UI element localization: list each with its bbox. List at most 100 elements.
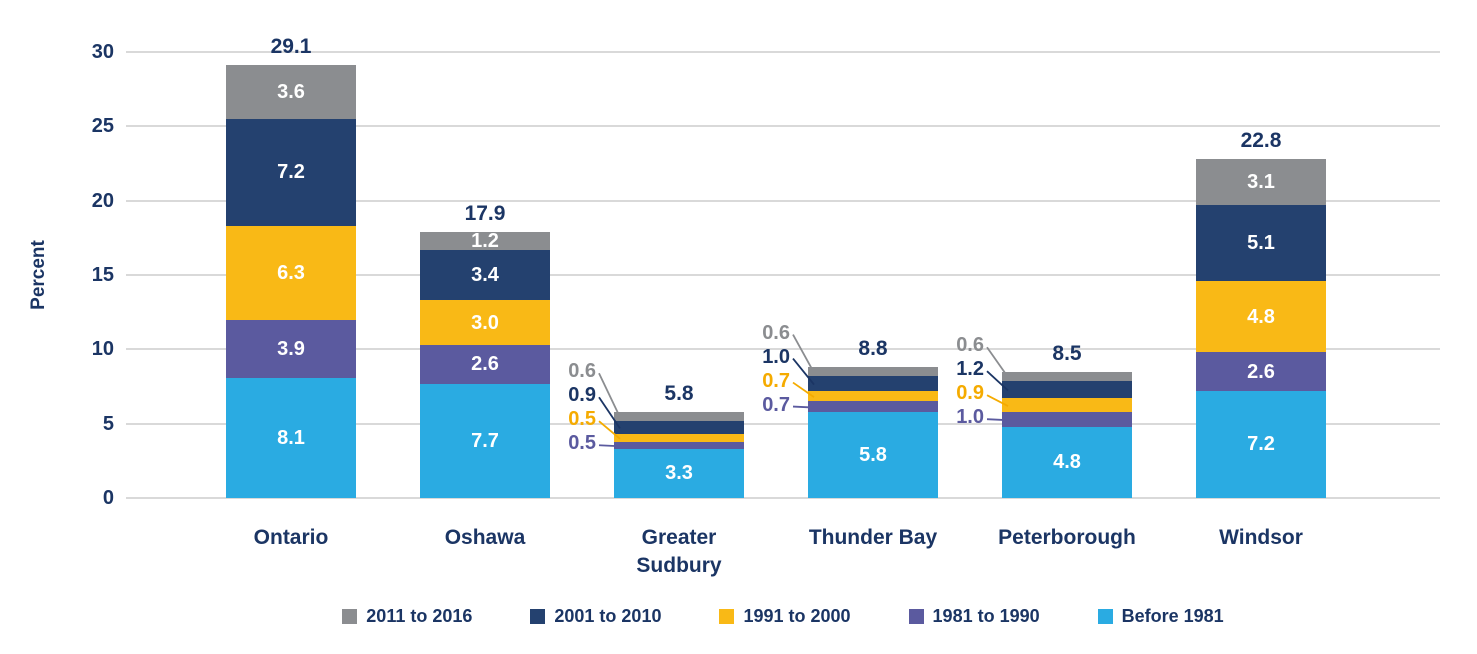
bar-segment-value-label: 7.2 <box>1247 433 1275 456</box>
bar-segment-value-label: 3.1 <box>1247 171 1275 194</box>
y-axis-tick-label: 15 <box>91 264 114 286</box>
y-axis-tick-label: 20 <box>91 189 114 212</box>
bar-total-label-windsor: 22.8 <box>1240 129 1282 153</box>
bar-segment-ontario-2001-to-2010: 7.2 <box>226 118 356 226</box>
x-axis-category-label-line: Peterborough <box>998 526 1136 549</box>
y-axis-tick-label: 10 <box>91 338 114 361</box>
plot-area: 8.1 3.9 6.3 7.2 3.6 29.1 7.7 2.6 3.0 3.4 1.2 17.9 3.… <box>126 35 1440 499</box>
x-axis-category-label-oshawa: Oshawa <box>375 524 595 552</box>
bar-total-label-oshawa: 17.9 <box>464 201 506 225</box>
bar-segment-greater-sudbury-2001-to-2010 <box>614 420 744 435</box>
bar-segment-value-label: 4.8 <box>1053 451 1081 474</box>
callout-value-label-thunder-bay: 0.7 <box>762 369 790 392</box>
legend-label: Before 1981 <box>1121 606 1224 626</box>
bar-segment-value-label: 3.9 <box>277 337 305 360</box>
bar-segment-value-label: 5.1 <box>1247 232 1275 255</box>
callout-value-label-greater-sudbury: 0.5 <box>568 432 596 455</box>
callout-value-label-peterborough: 0.9 <box>956 382 984 405</box>
bar-segment-ontario-2011-to-2016: 3.6 <box>226 65 356 119</box>
callout-value-label-greater-sudbury: 0.5 <box>568 408 596 431</box>
legend-item-before-1981: Before 1981 <box>1097 606 1224 627</box>
y-axis-tick-label: 0 <box>102 487 114 509</box>
bar-segment-value-label: 7.2 <box>277 161 305 184</box>
bar-total-label-thunder-bay: 8.8 <box>858 337 888 361</box>
legend-label: 1991 to 2000 <box>743 606 851 626</box>
bar-segment-thunder-bay-1991-to-2000 <box>808 390 938 402</box>
legend-item-1991-to-2000: 1991 to 2000 <box>719 606 851 627</box>
bar-segment-thunder-bay-before-1981: 5.8 <box>808 411 938 498</box>
y-axis-tick-label: 5 <box>102 412 114 435</box>
x-axis-category-label-line: Thunder Bay <box>808 526 938 549</box>
bar-segment-thunder-bay-2011-to-2016 <box>808 367 938 377</box>
bar-segment-windsor-before-1981: 7.2 <box>1196 390 1326 498</box>
bar-segment-value-label: 3.3 <box>665 462 693 485</box>
bar-segment-thunder-bay-1981-to-1990 <box>808 401 938 412</box>
x-axis-category-label-greater-sudbury: Greater Sudbury <box>569 524 789 580</box>
x-axis-category-label-thunder-bay: Thunder Bay <box>763 524 983 552</box>
bar-segment-oshawa-2001-to-2010: 3.4 <box>420 249 550 301</box>
legend-swatch-2011-to-2016 <box>342 609 358 624</box>
y-axis-tick-label: 30 <box>91 41 114 63</box>
x-axis-category-label-ontario: Ontario <box>181 524 401 552</box>
gridline <box>126 274 1440 276</box>
callout-value-label-greater-sudbury: 0.9 <box>568 384 596 407</box>
legend: 2011 to 2016 2001 to 2010 1991 to 2000 1981… <box>126 606 1440 627</box>
bar-segment-greater-sudbury-before-1981: 3.3 <box>614 448 744 498</box>
legend-swatch-2001-to-2010 <box>530 609 546 624</box>
bar-segment-ontario-1981-to-1990: 3.9 <box>226 319 356 378</box>
x-axis-category-label-peterborough: Peterborough <box>957 524 1177 552</box>
legend-label: 2001 to 2010 <box>554 606 662 626</box>
gridline <box>126 125 1440 128</box>
bar-segment-greater-sudbury-1981-to-1990 <box>614 441 744 449</box>
gridline <box>126 348 1440 351</box>
bar-segment-peterborough-before-1981: 4.8 <box>1002 426 1132 498</box>
bar-segment-peterborough-1991-to-2000 <box>1002 398 1132 412</box>
legend-label: 2011 to 2016 <box>366 606 473 626</box>
bar-segment-thunder-bay-2001-to-2010 <box>808 376 938 391</box>
bar-segment-value-label: 3.0 <box>471 311 499 334</box>
x-axis-category-label-line: Sudbury <box>636 554 722 577</box>
bar-segment-value-label: 1.2 <box>471 229 499 252</box>
bar-segment-windsor-1991-to-2000: 4.8 <box>1196 280 1326 353</box>
legend-item-2001-to-2010: 2001 to 2010 <box>530 606 661 627</box>
callout-value-label-thunder-bay: 0.7 <box>762 393 790 416</box>
x-axis-category-label-line: Oshawa <box>444 526 526 549</box>
bar-segment-peterborough-2011-to-2016 <box>1002 371 1132 381</box>
bar-segment-oshawa-1991-to-2000: 3.0 <box>420 300 550 345</box>
bar-segment-peterborough-2001-to-2010 <box>1002 380 1132 399</box>
bar-segment-oshawa-2011-to-2016: 1.2 <box>420 229 550 252</box>
legend-item-1981-to-1990: 1981 to 1990 <box>908 606 1040 627</box>
bar-segment-windsor-1981-to-1990: 2.6 <box>1196 352 1326 391</box>
bar-segment-oshawa-before-1981: 7.7 <box>420 383 550 498</box>
legend-swatch-before-1981 <box>1097 609 1113 624</box>
callout-value-label-thunder-bay: 1.0 <box>762 345 790 368</box>
bar-total-label-ontario: 29.1 <box>270 35 312 59</box>
bar-segment-oshawa-1981-to-1990: 2.6 <box>420 344 550 384</box>
bar-segment-value-label: 5.8 <box>859 443 887 466</box>
bar-total-label-greater-sudbury: 5.8 <box>664 381 694 405</box>
legend-swatch-1991-to-2000 <box>719 609 735 624</box>
bar-segment-ontario-before-1981: 8.1 <box>226 377 356 498</box>
x-axis-category-label-line: Ontario <box>253 526 329 549</box>
callout-value-label-peterborough: 1.0 <box>956 406 984 429</box>
bar-segment-greater-sudbury-1991-to-2000 <box>614 434 744 442</box>
legend-label: 1981 to 1990 <box>932 606 1040 626</box>
callout-value-label-thunder-bay: 0.6 <box>762 321 790 344</box>
gridline <box>126 51 1440 53</box>
x-axis-category-label-line: Greater <box>641 526 717 549</box>
gridline <box>126 497 1440 499</box>
callout-value-label-peterborough: 0.6 <box>956 334 984 357</box>
x-axis-category-label-windsor: Windsor <box>1151 524 1371 552</box>
bar-segment-value-label: 4.8 <box>1247 305 1275 328</box>
legend-swatch-1981-to-1990 <box>908 609 924 624</box>
bar-segment-value-label: 2.6 <box>471 353 499 376</box>
callout-value-label-greater-sudbury: 0.6 <box>568 360 596 383</box>
x-axis-category-label-line: Windsor <box>1219 526 1303 549</box>
bar-segment-greater-sudbury-2011-to-2016 <box>614 411 744 421</box>
bar-segment-value-label: 6.3 <box>277 261 305 284</box>
bar-segment-value-label: 7.7 <box>471 429 499 452</box>
gridline <box>126 422 1440 425</box>
bar-segment-value-label: 3.6 <box>277 81 305 104</box>
bar-segment-value-label: 2.6 <box>1247 360 1275 383</box>
